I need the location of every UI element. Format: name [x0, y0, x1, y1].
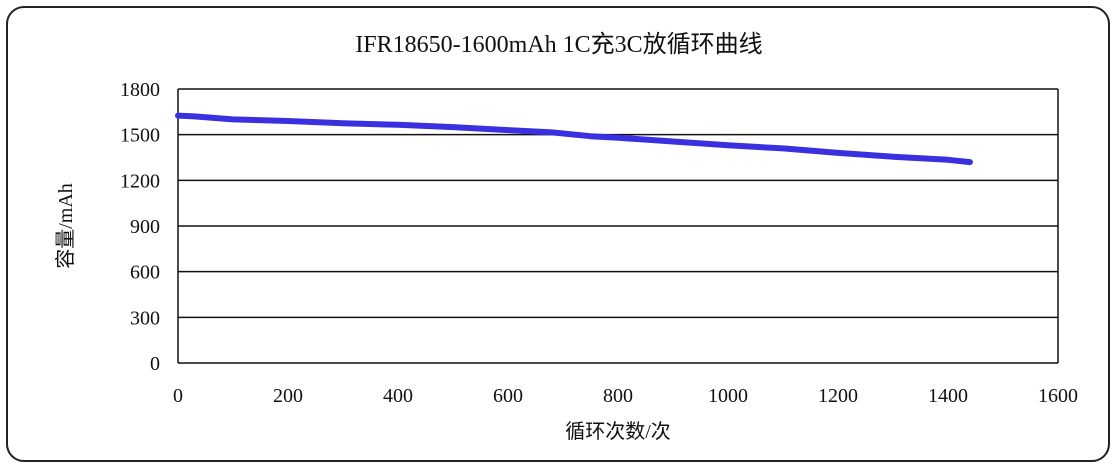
series-line-capacity: [175, 112, 973, 166]
x-tick-label: 400: [383, 385, 413, 407]
x-axis-label: 循环次数/次: [565, 420, 671, 443]
y-tick-label: 1200: [120, 170, 160, 192]
y-tick-label: 600: [130, 262, 160, 284]
chart-frame: [6, 6, 1110, 462]
x-tick-label: 200: [273, 385, 303, 407]
x-tick-label: 600: [493, 385, 523, 407]
y-tick-label: 0: [150, 353, 160, 375]
y-tick-label: 1500: [120, 125, 160, 147]
x-tick-label: 800: [603, 385, 633, 407]
x-tick-label: 1400: [928, 385, 968, 407]
y-tick-label: 1800: [120, 79, 160, 101]
y-tick-label: 900: [130, 216, 160, 238]
y-tick-label: 300: [130, 307, 160, 329]
x-tick-label: 1600: [1038, 385, 1078, 407]
x-tick-label: 0: [173, 385, 183, 407]
x-tick-label: 1200: [818, 385, 858, 407]
y-axis-label: 容量/mAh: [54, 183, 77, 269]
x-tick-label: 1000: [708, 385, 748, 407]
chart-title: IFR18650-1600mAh 1C充3C放循环曲线: [355, 31, 762, 58]
